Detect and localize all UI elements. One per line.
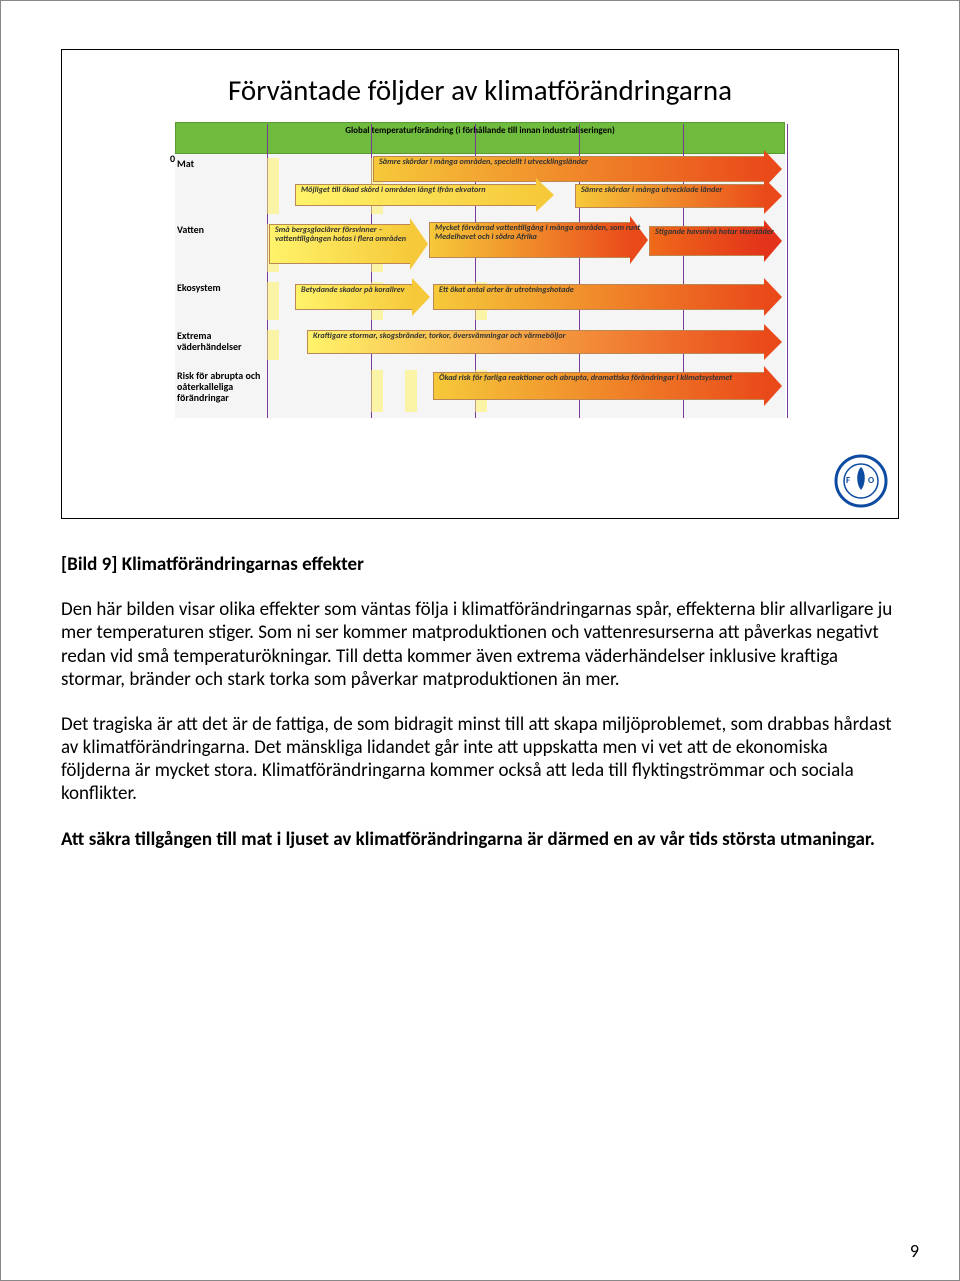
arrow-text: Ett ökat antal arter är utrotningshotade bbox=[439, 286, 779, 295]
fao-logo-icon: F O bbox=[834, 454, 888, 508]
impact-arrow: Sämre skördar i många områden, speciellt… bbox=[373, 156, 783, 182]
arrow-text: Ökad risk för farliga reaktioner och abr… bbox=[439, 374, 779, 383]
notes-paragraph: Den här bilden visar olika effekter som … bbox=[61, 598, 899, 691]
highlight-bar bbox=[267, 282, 279, 320]
page-number: 9 bbox=[910, 1240, 919, 1262]
arrow-text: Mycket förvärrad vattentillgång i många … bbox=[435, 224, 645, 242]
arrow-text: Små bergsglaciärer försvinner – vattenti… bbox=[275, 226, 425, 244]
arrow-text: Stigande havsnivå hotar storstäder bbox=[655, 228, 779, 237]
highlight-bar bbox=[405, 370, 417, 412]
impact-arrow: Möjliget till ökad skörd i områden långt… bbox=[295, 184, 555, 206]
speaker-notes: [Bild 9] Klimatförändringarnas effekter … bbox=[61, 553, 899, 873]
chart-row: Mat Sämre skördar i många områden, specie… bbox=[175, 154, 785, 230]
row-label: Extrema väderhändelser bbox=[177, 330, 265, 352]
arrow-text: Kraftigare stormar, skogsbränder, torkor… bbox=[313, 332, 779, 341]
gridline bbox=[787, 124, 788, 418]
highlight-bar bbox=[267, 158, 279, 214]
impact-arrow: Små bergsglaciärer försvinner – vattenti… bbox=[269, 224, 429, 264]
impact-arrow: Betydande skador på korallrev bbox=[295, 284, 431, 310]
page: Förväntade följder av klimatförändringar… bbox=[0, 0, 960, 1281]
arrow-text: Möjliget till ökad skörd i områden långt… bbox=[301, 186, 551, 195]
impact-arrow: Mycket förvärrad vattentillgång i många … bbox=[429, 222, 649, 258]
impact-arrow: Kraftigare stormar, skogsbränder, torkor… bbox=[307, 330, 783, 354]
chart-row: Risk för abrupta och oåterkalleliga förä… bbox=[175, 366, 785, 428]
notes-paragraph: Det tragiska är att det är de fattiga, d… bbox=[61, 713, 899, 806]
climate-chart: Global temperaturförändring (i förhållan… bbox=[175, 122, 785, 418]
highlight-bar bbox=[267, 330, 279, 360]
chart-grid: Mat Sämre skördar i många områden, specie… bbox=[175, 154, 785, 418]
impact-arrow: Ökad risk för farliga reaktioner och abr… bbox=[433, 372, 783, 400]
notes-heading: [Bild 9] Klimatförändringarnas effekter bbox=[61, 553, 899, 576]
impact-arrow: Sämre skördar i många utvecklade länder bbox=[575, 184, 783, 208]
row-label: Ekosystem bbox=[177, 282, 265, 293]
row-label: Risk för abrupta och oåterkalleliga förä… bbox=[177, 370, 265, 403]
notes-paragraph: Att säkra tillgången till mat i ljuset a… bbox=[61, 828, 899, 851]
svg-text:F: F bbox=[846, 475, 850, 486]
arrow-text: Betydande skador på korallrev bbox=[301, 286, 427, 295]
svg-text:O: O bbox=[868, 475, 874, 486]
row-label: Mat bbox=[177, 158, 265, 169]
impact-arrow: Ett ökat antal arter är utrotningshotade bbox=[433, 284, 783, 310]
row-label: Vatten bbox=[177, 224, 265, 235]
slide-thumbnail: Förväntade följder av klimatförändringar… bbox=[61, 49, 899, 519]
slide-title: Förväntade följder av klimatförändringar… bbox=[90, 72, 870, 108]
arrow-text: Sämre skördar i många områden, speciellt… bbox=[379, 158, 779, 167]
highlight-bar bbox=[371, 370, 383, 412]
arrow-text: Sämre skördar i många utvecklade länder bbox=[581, 186, 779, 195]
impact-arrow: Stigande havsnivå hotar storstäder bbox=[649, 226, 783, 256]
